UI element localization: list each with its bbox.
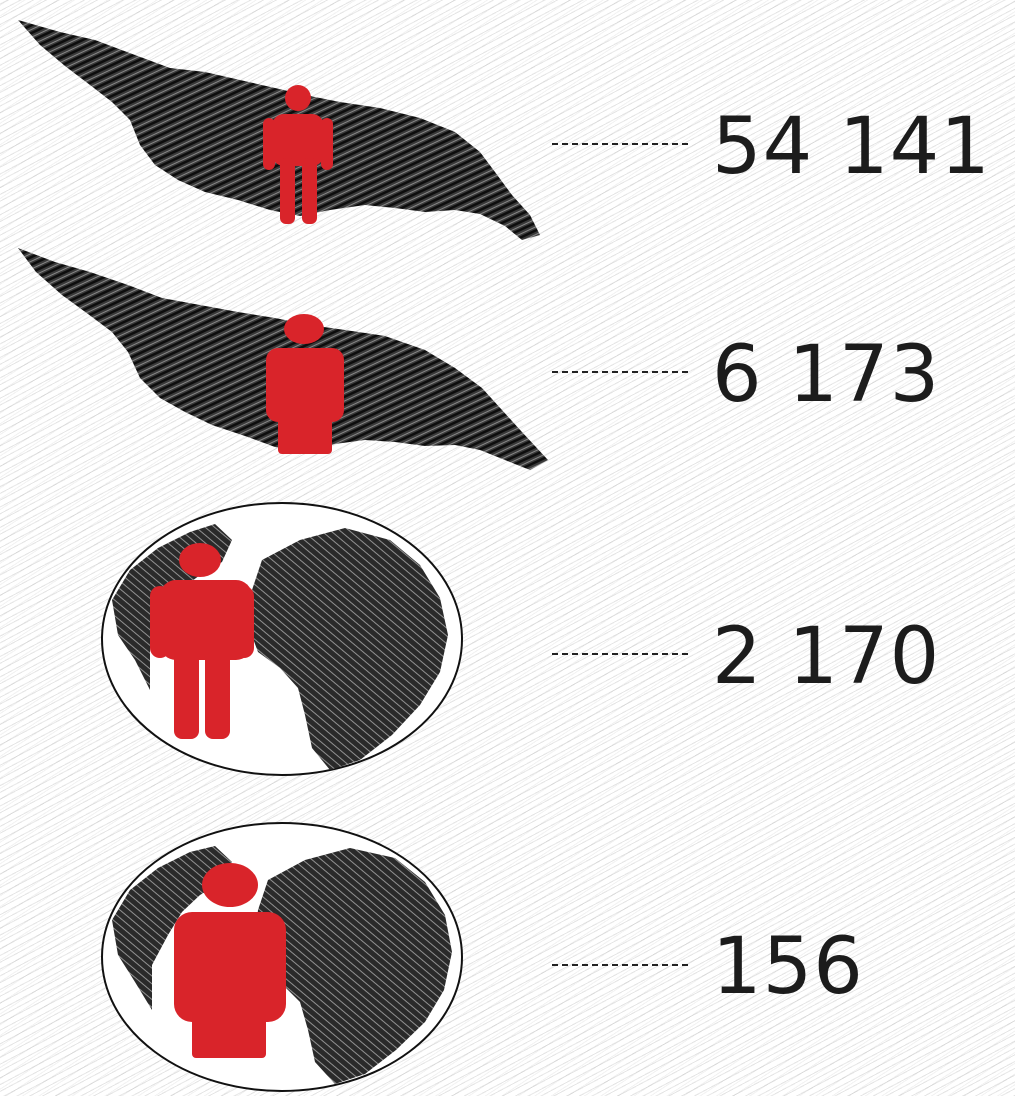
stat-row: 6 173: [0, 250, 1015, 510]
dotted-leader: [552, 371, 688, 373]
person-icon: [263, 85, 333, 224]
dotted-leader: [552, 653, 688, 655]
stat-value: 54 141: [712, 102, 991, 192]
dotted-leader: [552, 143, 688, 145]
dotted-leader: [552, 964, 688, 966]
stat-row: 54 141: [0, 20, 1015, 280]
person-icon: [174, 863, 286, 1058]
stat-value: 156: [712, 922, 864, 1012]
stat-value: 6 173: [712, 330, 941, 420]
stat-row: 2 170: [0, 520, 1015, 780]
stat-value: 2 170: [712, 612, 941, 702]
person-icon: [266, 314, 344, 454]
person-icon: [150, 543, 254, 739]
stat-row: 156: [0, 830, 1015, 1090]
